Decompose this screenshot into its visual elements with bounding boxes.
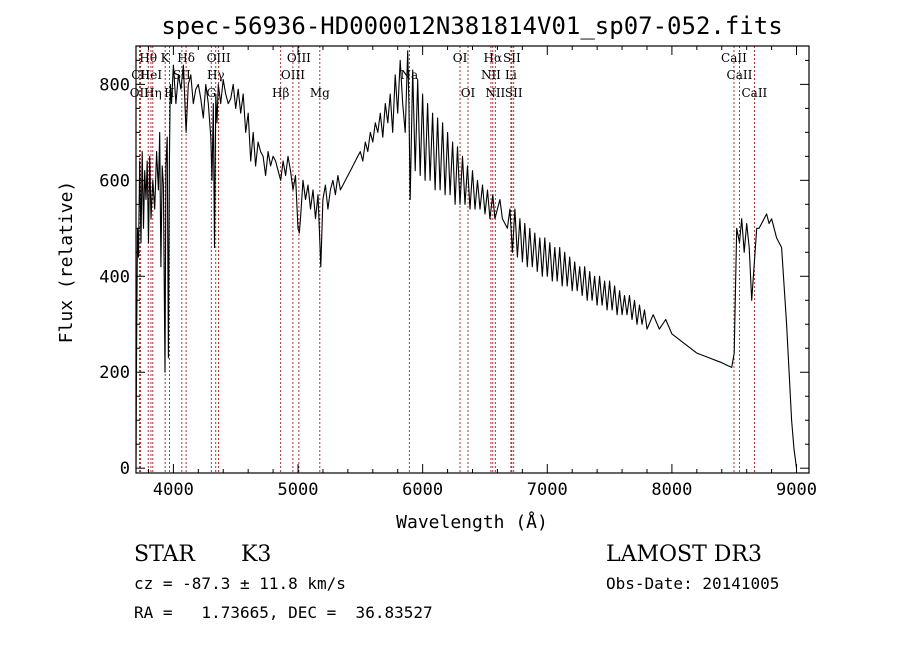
x-tick-label-0: 4000 bbox=[153, 480, 194, 500]
line-marker-label-22: SII bbox=[503, 51, 521, 65]
object-subclass: K3 bbox=[241, 542, 271, 567]
y-axis-label: Flux (relative) bbox=[56, 181, 77, 344]
x-tick-label-4: 8000 bbox=[651, 480, 692, 500]
line-marker-label-16: Na bbox=[400, 68, 418, 82]
line-marker-label-12: OIII bbox=[287, 51, 311, 65]
survey-name: LAMOST DR3 bbox=[606, 542, 762, 567]
observation-date: Obs-Date: 20141005 bbox=[606, 574, 779, 593]
line-marker-label-7: H bbox=[164, 86, 174, 100]
line-marker-label-2: HeI bbox=[140, 68, 163, 82]
line-marker-label-10: Hγ bbox=[207, 68, 225, 82]
line-marker-label-20: NII bbox=[481, 68, 501, 82]
line-marker-label-14: Hβ bbox=[272, 86, 289, 100]
axis-ticks: 4000 5000 6000 7000 8000 9000 0 200 400 600 800 bbox=[99, 46, 817, 500]
line-marker-label-3: OII bbox=[130, 86, 150, 100]
line-marker-label-25: CaII bbox=[721, 51, 747, 65]
x-tick-label-2: 6000 bbox=[402, 480, 443, 500]
y-tick-label-0: 0 bbox=[120, 459, 130, 479]
line-marker-label-13: OIII bbox=[281, 68, 305, 82]
spectrum-line-0 bbox=[136, 50, 798, 469]
y-tick-label-2: 400 bbox=[99, 267, 130, 287]
line-marker-label-26: CaII bbox=[727, 68, 753, 82]
line-marker-label-11: G bbox=[206, 86, 216, 100]
series-layer bbox=[136, 50, 798, 469]
y-tick-label-3: 600 bbox=[99, 171, 130, 191]
line-marker-label-21: NII bbox=[485, 86, 505, 100]
line-marker-label-27: CaII bbox=[741, 86, 767, 100]
line-marker-label-8: Hδ bbox=[177, 51, 195, 65]
redshift-cz: cz = -87.3 ± 11.8 km/s bbox=[134, 574, 346, 593]
x-tick-label-3: 7000 bbox=[527, 480, 568, 500]
ra-dec-coordinates: RA = 1.73665, DEC = 36.83527 bbox=[134, 603, 433, 622]
line-marker-label-19: Hα bbox=[484, 51, 503, 65]
line-marker-label-9: OIII bbox=[207, 51, 231, 65]
object-class: STAR bbox=[134, 542, 196, 567]
line-marker-label-23: Li bbox=[505, 68, 517, 82]
line-marker-label-17: OI bbox=[453, 51, 468, 65]
x-axis-label: Wavelength (Å) bbox=[396, 511, 548, 533]
plot-frame bbox=[135, 45, 810, 474]
y-tick-label-1: 200 bbox=[99, 363, 130, 383]
line-marker-label-24: SII bbox=[505, 86, 523, 100]
line-marker-label-0: Hθ bbox=[139, 51, 157, 65]
x-tick-label-1: 5000 bbox=[278, 480, 319, 500]
x-tick-label-5: 9000 bbox=[776, 480, 817, 500]
y-tick-label-4: 800 bbox=[99, 75, 130, 95]
line-marker-label-5: K bbox=[161, 51, 171, 65]
chart-title: spec-56936-HD000012N381814V01_sp07-052.f… bbox=[161, 12, 782, 40]
line-marker-label-15: Mg bbox=[310, 86, 330, 100]
line-marker-label-4: Hη bbox=[144, 86, 162, 100]
line-marker-label-18: OI bbox=[461, 86, 476, 100]
